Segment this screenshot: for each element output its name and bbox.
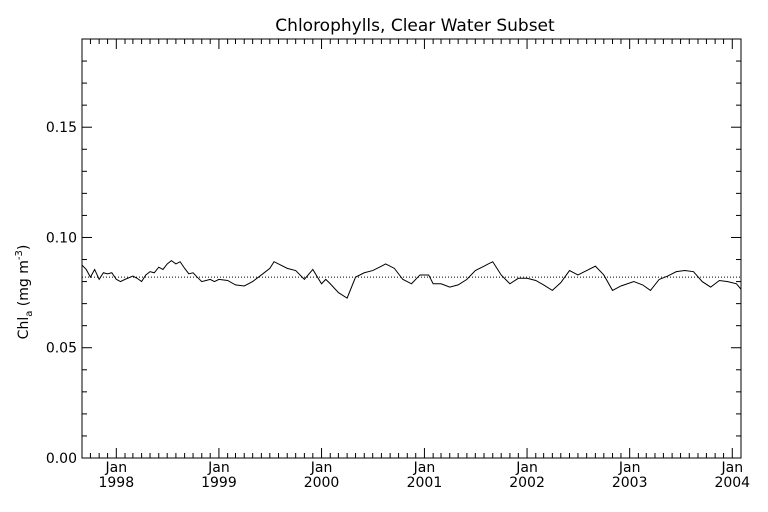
x-tick-label-month: Jan [515, 460, 538, 476]
x-tick-label-year: 1998 [98, 475, 134, 491]
x-tick-label-month: Jan [720, 460, 743, 476]
x-tick-label-month: Jan [207, 460, 230, 476]
y-axis-label-subscript: a [24, 311, 35, 317]
x-tick-label-month: Jan [618, 460, 641, 476]
y-axis-label-close: ) [16, 245, 32, 250]
x-tick-label-year: 2001 [407, 475, 443, 491]
x-tick-label-month: Jan [105, 460, 128, 476]
y-tick-label: 0.10 [46, 230, 77, 246]
x-tick-label-year: 1999 [201, 475, 237, 491]
y-axis-label-superscript: -3 [14, 250, 25, 260]
plot-frame [81, 38, 742, 459]
y-tick-label: 0.00 [46, 451, 77, 467]
svg-text:Chla (mg m-3): Chla (mg m-3) [14, 245, 35, 340]
x-tick-label-year: 2002 [509, 475, 545, 491]
y-axis-label-unit: (mg m [16, 260, 32, 311]
x-tick-label-month: Jan [310, 460, 333, 476]
y-tick-label: 0.15 [46, 120, 77, 136]
x-tick-label-year: 2000 [304, 475, 340, 491]
x-axis-ticks: Jan1998Jan1999Jan2000Jan2001Jan2002Jan20… [81, 39, 750, 491]
series-line-chlorophyll [81, 260, 742, 299]
x-tick-label-month: Jan [413, 460, 436, 476]
chart-title: Chlorophylls, Clear Water Subset [275, 16, 555, 36]
y-axis-label: Chla (mg m-3) [14, 245, 35, 340]
x-tick-label-year: 2003 [612, 475, 648, 491]
x-tick-label-year: 2004 [714, 475, 750, 491]
y-axis-label-main: Chl [16, 317, 32, 340]
y-axis-ticks: 0.00 0.05 0.10 0.15 [46, 38, 741, 467]
y-tick-label: 0.05 [46, 341, 77, 357]
